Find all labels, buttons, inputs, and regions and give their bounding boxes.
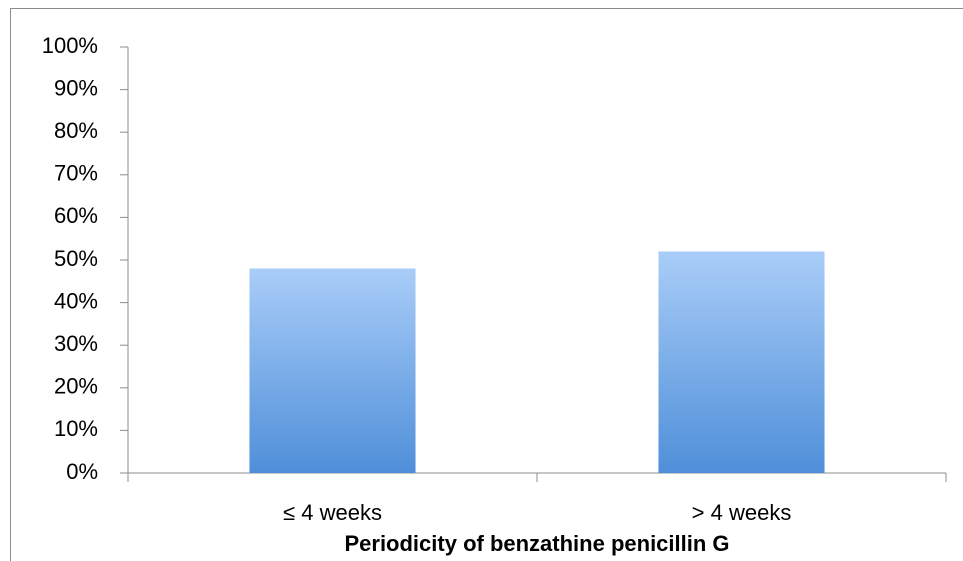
bar [249,268,416,473]
y-tick-label: 30% [54,331,98,356]
y-tick-label: 50% [54,246,98,271]
y-tick-label: 90% [54,75,98,100]
y-tick-label: 70% [54,161,98,186]
y-tick-label: 40% [54,288,98,313]
y-tick-label: 10% [54,416,98,441]
chart-frame [10,8,963,561]
x-axis-title: Periodicity of benzathine penicillin G [344,531,729,556]
y-tick-label: 20% [54,374,98,399]
y-tick-label: 0% [66,459,98,484]
y-tick-label: 80% [54,118,98,143]
y-tick-label: 100% [42,33,98,58]
x-tick-label: > 4 weeks [692,500,792,525]
y-tick-label: 60% [54,203,98,228]
x-tick-label: ≤ 4 weeks [283,500,382,525]
bar [658,251,825,473]
